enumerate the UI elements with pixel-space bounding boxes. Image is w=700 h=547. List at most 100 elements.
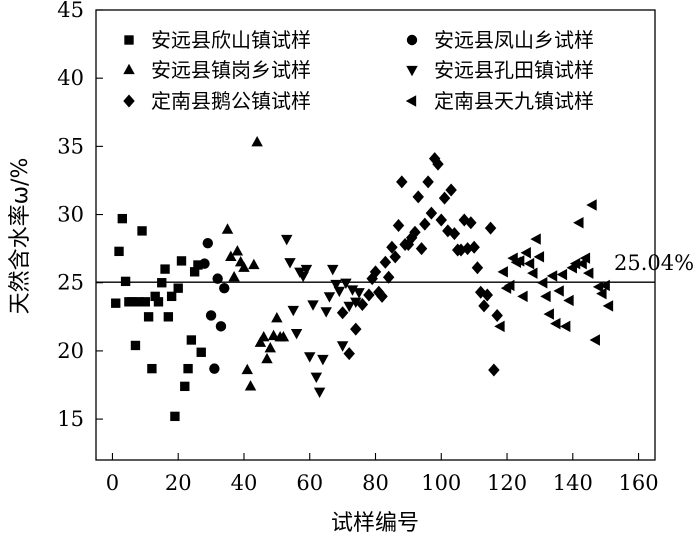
legend-marker bbox=[405, 95, 417, 107]
data-point bbox=[251, 136, 263, 147]
reference-line-label: 25.04% bbox=[614, 251, 694, 275]
data-point bbox=[173, 283, 183, 293]
y-axis-ticks: 15 20 25 30 35 40 45 bbox=[57, 0, 103, 431]
data-point bbox=[346, 285, 359, 296]
y-tick-label: 35 bbox=[57, 134, 84, 158]
y-tick-label: 45 bbox=[57, 0, 84, 22]
data-point bbox=[556, 268, 568, 281]
data-point bbox=[589, 334, 600, 346]
data-point bbox=[412, 190, 424, 204]
data-point bbox=[257, 331, 270, 342]
data-point bbox=[225, 250, 237, 261]
data-point bbox=[343, 347, 355, 361]
data-point bbox=[350, 322, 362, 336]
data-point bbox=[369, 265, 382, 279]
data-point bbox=[157, 278, 167, 288]
data-point bbox=[183, 363, 193, 374]
data-point bbox=[215, 321, 227, 332]
axes: 0 20 40 60 80 100 120 140 160 15 20 25 30 35 40 45 试样编… bbox=[8, 0, 659, 536]
data-point bbox=[550, 317, 561, 330]
data-point bbox=[287, 305, 300, 317]
data-point bbox=[599, 279, 610, 292]
data-point bbox=[277, 331, 290, 342]
reference-line-group: 25.04% bbox=[96, 251, 694, 283]
data-point bbox=[546, 270, 558, 282]
data-point bbox=[163, 312, 174, 322]
data-point bbox=[540, 290, 551, 303]
data-point bbox=[559, 320, 571, 333]
data-point bbox=[254, 336, 267, 347]
legend-label: 定南县鹅公镇试样 bbox=[151, 89, 311, 113]
data-point bbox=[475, 285, 487, 299]
data-point bbox=[435, 213, 447, 227]
data-point bbox=[478, 299, 490, 313]
data-point bbox=[304, 352, 316, 363]
data-point bbox=[481, 288, 494, 302]
data-point bbox=[261, 352, 273, 364]
data-point bbox=[366, 272, 378, 286]
data-point bbox=[323, 292, 336, 303]
x-axis-ticks: 0 20 40 60 80 100 120 140 160 bbox=[106, 453, 659, 495]
data-point bbox=[153, 297, 164, 307]
data-point bbox=[520, 247, 531, 259]
x-tick-label: 160 bbox=[619, 471, 659, 495]
data-point bbox=[238, 261, 250, 272]
data-point bbox=[448, 227, 461, 241]
data-point bbox=[114, 246, 124, 257]
data-point bbox=[445, 183, 457, 197]
data-point bbox=[468, 240, 480, 254]
x-axis-title: 试样编号 bbox=[331, 511, 419, 536]
data-point bbox=[523, 257, 535, 270]
legend-label: 安远县孔田镇试样 bbox=[434, 58, 594, 82]
legend-marker bbox=[406, 34, 418, 46]
data-point bbox=[602, 300, 614, 312]
data-point bbox=[205, 310, 217, 321]
data-point bbox=[576, 257, 587, 270]
data-point bbox=[120, 276, 131, 287]
data-point bbox=[379, 255, 392, 269]
data-point bbox=[310, 372, 323, 384]
data-point bbox=[471, 261, 484, 275]
data-point bbox=[209, 363, 220, 374]
data-point bbox=[336, 306, 349, 320]
data-point bbox=[465, 216, 477, 230]
data-point bbox=[170, 411, 180, 422]
data-point bbox=[267, 329, 280, 341]
x-tick-label: 80 bbox=[362, 471, 389, 495]
y-tick-label: 30 bbox=[57, 203, 84, 227]
data-point bbox=[244, 380, 257, 391]
data-point bbox=[573, 217, 584, 229]
data-point bbox=[484, 221, 497, 235]
series-6 bbox=[494, 199, 614, 346]
data-point bbox=[196, 347, 206, 357]
data-point bbox=[513, 255, 525, 267]
x-tick-label: 20 bbox=[165, 471, 192, 495]
data-point bbox=[530, 233, 541, 245]
data-point bbox=[313, 387, 326, 399]
data-point bbox=[134, 297, 144, 307]
data-point bbox=[488, 363, 500, 377]
series-2 bbox=[199, 237, 230, 374]
data-point bbox=[350, 297, 362, 309]
data-point bbox=[438, 191, 451, 205]
data-point bbox=[363, 288, 375, 302]
data-point bbox=[569, 257, 581, 270]
y-axis-title: 天然含水率ω/% bbox=[8, 158, 33, 315]
data-point bbox=[497, 266, 508, 278]
data-point bbox=[553, 285, 564, 297]
data-point bbox=[189, 267, 200, 277]
data-point bbox=[386, 240, 398, 254]
data-point bbox=[494, 320, 505, 333]
data-point bbox=[396, 175, 408, 189]
x-tick-label: 40 bbox=[231, 471, 258, 495]
data-point bbox=[432, 157, 444, 171]
data-point bbox=[219, 282, 230, 294]
data-point bbox=[143, 312, 154, 322]
y-tick-label: 20 bbox=[57, 339, 84, 363]
data-point bbox=[504, 279, 515, 292]
data-point bbox=[241, 363, 253, 375]
data-point bbox=[320, 307, 332, 318]
data-point bbox=[343, 301, 355, 313]
data-point bbox=[461, 242, 474, 256]
y-tick-label: 25 bbox=[57, 271, 84, 295]
